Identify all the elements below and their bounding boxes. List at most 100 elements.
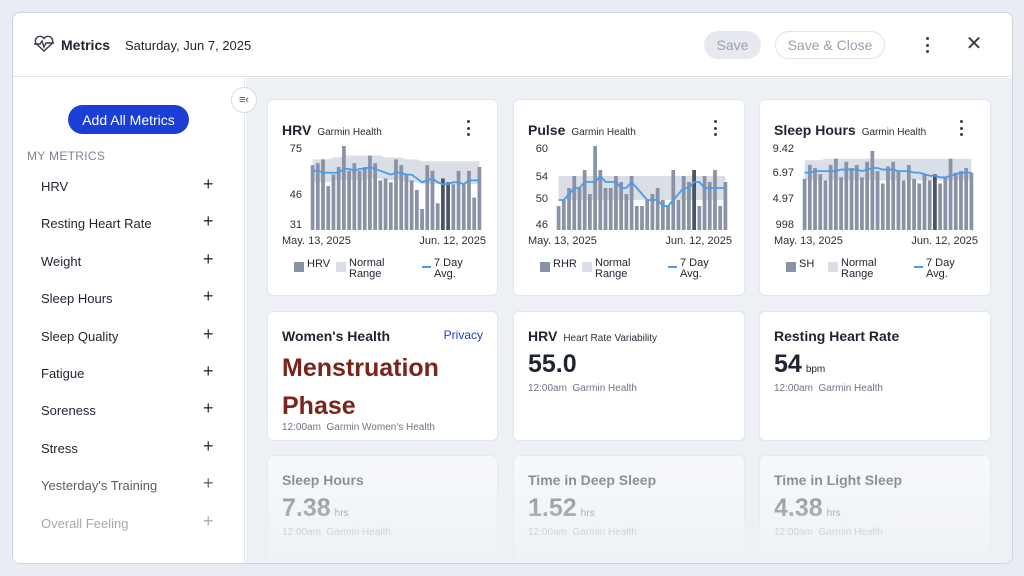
- metric-item-resting-heart-rate[interactable]: Resting Heart Rate +: [13, 203, 244, 240]
- plus-icon[interactable]: +: [203, 174, 214, 194]
- card-title-text: Resting Heart Rate: [774, 328, 900, 344]
- chart-bar: [953, 172, 958, 230]
- chart-bar: [875, 171, 880, 230]
- metric-value: 4.38 hrs: [774, 494, 841, 523]
- kebab-menu-icon[interactable]: [919, 35, 935, 55]
- card-title-text: Sleep Hours: [282, 472, 364, 488]
- plus-icon[interactable]: +: [203, 323, 214, 344]
- chart-bar: [477, 167, 482, 230]
- value-card-resting-heart-rate[interactable]: Resting Heart Rate 54 bpm 12:00am Garmin …: [759, 311, 991, 441]
- save-and-close-button[interactable]: Save & Close: [775, 31, 885, 59]
- legend-avg-label: 7 Day Avg.: [434, 257, 463, 280]
- card-footer: 12:00am Garmin Health: [774, 383, 883, 394]
- y-tick-label: 4.97: [773, 193, 794, 205]
- chart-bar: [723, 182, 728, 230]
- metric-item-label: Sleep Quality: [41, 328, 119, 344]
- plus-icon[interactable]: +: [203, 286, 214, 307]
- chart-bar: [467, 170, 471, 230]
- chart-bar: [352, 163, 357, 230]
- value-card-light-sleep[interactable]: Time in Light Sleep 4.38 hrs 12:00am Garm…: [759, 455, 991, 563]
- chart-bar: [441, 178, 445, 230]
- chart-card-pulse[interactable]: Pulse Garmin Health 60 54 50 46 May. 13, 2025…: [513, 99, 745, 296]
- kebab-menu-icon[interactable]: [465, 120, 471, 136]
- card-footer: 12:00am Garmin Health: [774, 527, 883, 538]
- metric-item-fatigue[interactable]: Fatigue +: [13, 353, 244, 390]
- card-time: 12:00am: [528, 527, 567, 538]
- chart-bar: [865, 161, 870, 230]
- legend-range-label: Normal Range: [349, 257, 385, 280]
- plus-icon[interactable]: +: [203, 435, 214, 456]
- chart-bar: [692, 170, 696, 230]
- card-footer: 12:00am Garmin Health: [528, 527, 637, 538]
- chart-bar: [922, 174, 927, 230]
- value-card-sleep-hours[interactable]: Sleep Hours 7.38 hrs 12:00am Garmin Healt…: [267, 455, 498, 563]
- close-icon[interactable]: ✕: [965, 33, 983, 55]
- chart-bar: [446, 182, 450, 230]
- metric-item-sleep-hours[interactable]: Sleep Hours +: [13, 278, 244, 315]
- card-title-text: Time in Light Sleep: [774, 472, 903, 488]
- legend-bar: SH: [786, 258, 814, 272]
- chart-bar: [598, 170, 603, 230]
- metric-item-stress[interactable]: Stress +: [13, 428, 244, 465]
- collapse-sidebar-icon[interactable]: ≡‹: [231, 87, 257, 113]
- value-card-deep-sleep[interactable]: Time in Deep Sleep 1.52 hrs 12:00am Garmi…: [513, 455, 745, 563]
- chart-bar: [614, 176, 618, 230]
- chart-card-hrv[interactable]: HRV Garmin Health 75 46 31 May. 13, 2025 Jun.…: [267, 99, 498, 296]
- metric-item-yesterdays-training[interactable]: Yesterday's Training +: [13, 465, 244, 502]
- chart-bar: [802, 178, 807, 230]
- dialog-title: Metrics: [61, 37, 111, 53]
- womens-health-card[interactable]: Women's Health Privacy Menstruation Phas…: [267, 311, 498, 441]
- legend-range: Normal Range: [582, 258, 646, 280]
- privacy-link[interactable]: Privacy: [443, 328, 483, 342]
- chart-bar: [860, 177, 864, 230]
- value-card-hrv[interactable]: HRV Heart Rate Variability 55.0 12:00am G…: [513, 311, 745, 441]
- y-tick-label: 75: [290, 143, 302, 155]
- plus-icon[interactable]: +: [203, 473, 214, 494]
- card-title-text: HRV: [282, 122, 312, 138]
- plus-icon[interactable]: +: [203, 360, 214, 381]
- chart-bar: [959, 171, 963, 230]
- plus-icon[interactable]: +: [203, 510, 214, 531]
- kebab-menu-icon[interactable]: [958, 120, 964, 136]
- chart-card-sleep-hours[interactable]: Sleep Hours Garmin Health 9.42 6.97 4.97 998…: [759, 99, 991, 296]
- chart-bar: [430, 170, 435, 230]
- metric-item-hrv[interactable]: HRV +: [13, 166, 244, 203]
- add-all-metrics-button[interactable]: Add All Metrics: [68, 105, 189, 134]
- chart-bar: [383, 178, 388, 230]
- card-time: 12:00am: [774, 527, 813, 538]
- card-source: Garmin Health: [326, 527, 391, 538]
- x-tick-label-start: May. 13, 2025: [528, 235, 597, 247]
- y-tick-label: 60: [536, 143, 548, 155]
- metric-item-weight[interactable]: Weight +: [13, 241, 244, 278]
- chart-bar: [321, 159, 325, 230]
- metric-value-number: 54: [774, 350, 802, 378]
- metrics-dialog: Metrics Saturday, Jun 7, 2025 Save Save …: [12, 12, 1013, 564]
- chart-bar: [572, 176, 577, 230]
- avg-line: [312, 166, 480, 186]
- plus-icon[interactable]: +: [203, 248, 214, 269]
- chart-bar: [331, 174, 336, 230]
- chart-bar: [404, 174, 409, 230]
- avg-line: [804, 167, 972, 179]
- dialog-header: Metrics Saturday, Jun 7, 2025 Save Save …: [13, 13, 1012, 77]
- y-tick-label: 6.97: [773, 167, 794, 179]
- card-footer: 12:00am Garmin Health: [528, 383, 637, 394]
- plus-icon[interactable]: +: [203, 211, 214, 232]
- legend-range: Normal Range: [828, 258, 892, 280]
- plus-icon[interactable]: +: [203, 398, 214, 419]
- metric-item-sleep-quality[interactable]: Sleep Quality +: [13, 316, 244, 353]
- metric-item-overall-feeling[interactable]: Overall Feeling +: [13, 503, 244, 540]
- legend-avg: 7 Day Avg.: [422, 258, 474, 280]
- chart-bar: [425, 165, 430, 230]
- chart-bar: [388, 182, 393, 230]
- chart-bar: [676, 200, 681, 230]
- metric-value: 7.38 hrs: [282, 494, 349, 523]
- chart-bar: [896, 171, 901, 230]
- kebab-menu-icon[interactable]: [712, 120, 718, 136]
- save-button[interactable]: Save: [704, 31, 761, 59]
- legend-bar-label: SH: [799, 258, 815, 270]
- metric-item-soreness[interactable]: Soreness +: [13, 390, 244, 427]
- legend-range-label: Normal Range: [595, 257, 631, 280]
- chart-legend: RHR Normal Range 7 Day Avg.: [540, 258, 740, 282]
- card-title-text: Sleep Hours: [774, 122, 856, 138]
